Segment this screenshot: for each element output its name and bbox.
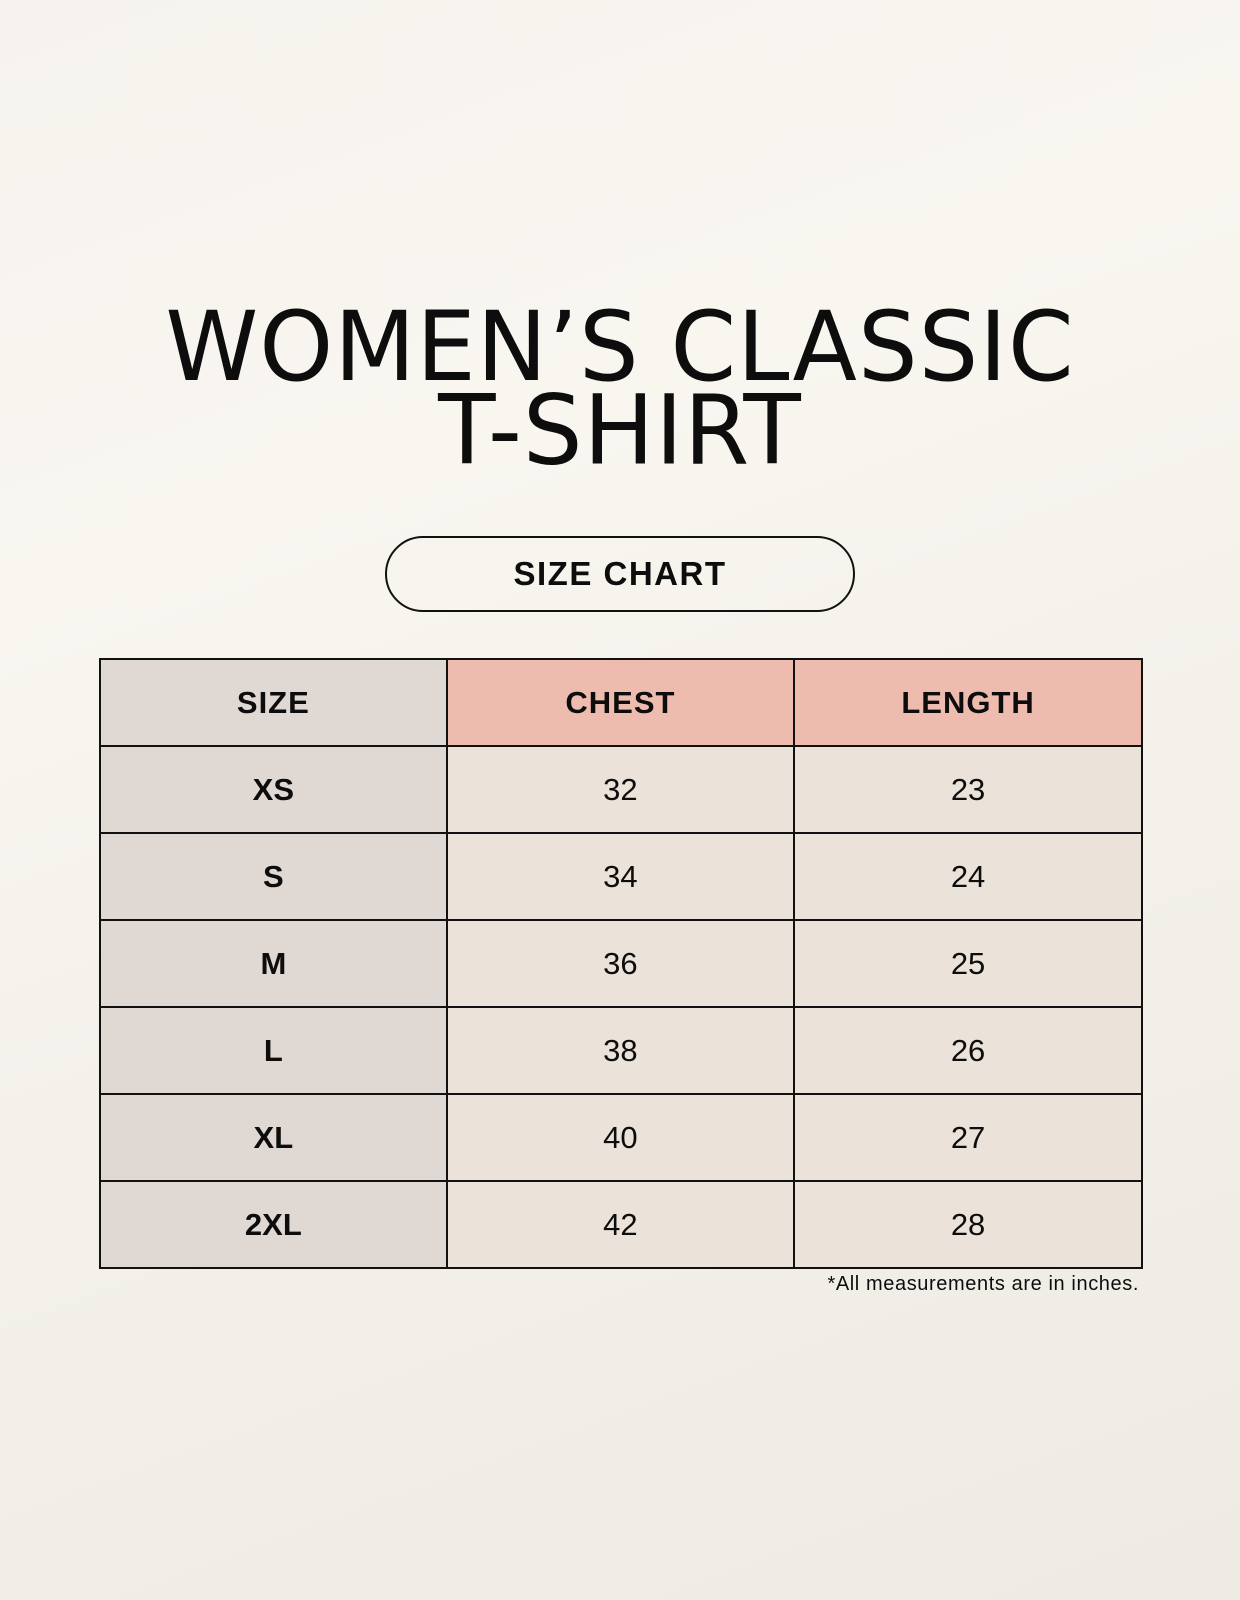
page-title: WOMEN’S CLASSIC T-SHIRT [0,292,1240,487]
cell-size: M [99,919,448,1008]
table-row: XL 40 27 [99,1093,1143,1182]
cell-length: 27 [793,1093,1143,1182]
cell-length: 23 [793,745,1143,834]
table-header-row: SIZE CHEST LENGTH [99,658,1143,747]
header-length: LENGTH [793,658,1143,747]
cell-chest: 38 [445,1006,796,1095]
cell-size: XS [99,745,448,834]
title-line-1: WOMEN’S CLASSIC [165,292,1075,404]
measurement-note: *All measurements are in inches. [827,1273,1139,1295]
cell-chest: 34 [445,832,796,921]
table-row: L 38 26 [99,1006,1143,1095]
cell-size: XL [99,1093,448,1182]
table-row: M 36 25 [99,919,1143,1008]
table-row: XS 32 23 [99,745,1143,834]
cell-length: 25 [793,919,1143,1008]
table-row: S 34 24 [99,832,1143,921]
cell-length: 26 [793,1006,1143,1095]
table-row: 2XL 42 28 [99,1180,1143,1269]
cell-size: 2XL [99,1180,448,1269]
cell-chest: 32 [445,745,796,834]
cell-length: 24 [793,832,1143,921]
title-line-2: T-SHIRT [438,375,802,487]
cell-size: L [99,1006,448,1095]
cell-chest: 42 [445,1180,796,1269]
size-table: SIZE CHEST LENGTH XS 32 23 S 34 24 M 36 25 L 38 26 X… [99,658,1143,1269]
cell-chest: 36 [445,919,796,1008]
cell-size: S [99,832,448,921]
header-chest: CHEST [445,658,796,747]
cell-chest: 40 [445,1093,796,1182]
size-chart-badge: SIZE CHART [385,536,855,612]
cell-length: 28 [793,1180,1143,1269]
header-size: SIZE [99,658,448,747]
